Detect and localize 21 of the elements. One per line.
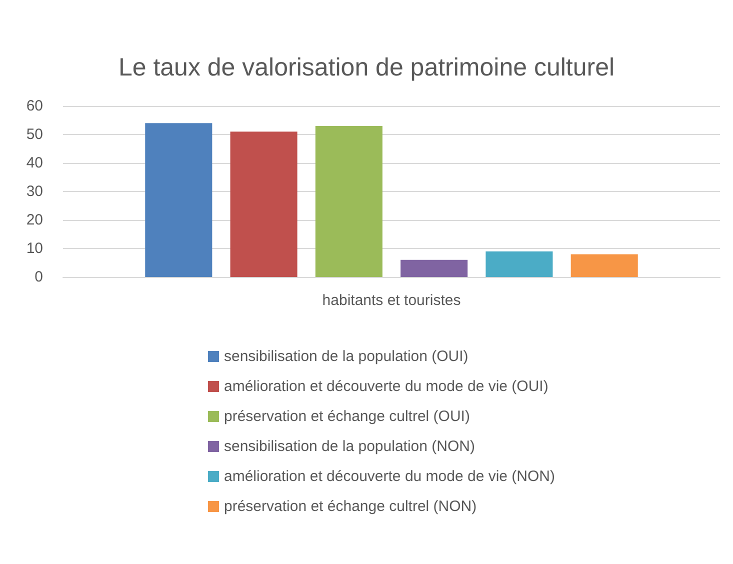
bar bbox=[230, 132, 298, 277]
y-tick-label: 50 bbox=[26, 126, 43, 143]
legend-label: amélioration et découverte du mode de vie (NON) bbox=[224, 468, 555, 485]
bar bbox=[486, 251, 553, 277]
bar bbox=[145, 123, 212, 277]
legend-label: amélioration et découverte du mode de vie (OUI) bbox=[224, 378, 548, 395]
bar bbox=[570, 254, 638, 277]
legend-label: préservation et échange cultrel (OUI) bbox=[224, 408, 470, 425]
bar bbox=[315, 126, 382, 277]
y-tick-label: 30 bbox=[26, 183, 43, 200]
legend-label: préservation et échange cultrel (NON) bbox=[224, 498, 477, 515]
y-tick-label: 0 bbox=[34, 268, 43, 286]
legend-label: sensibilisation de la population (OUI) bbox=[224, 348, 468, 365]
y-tick-label: 60 bbox=[26, 98, 43, 114]
legend-label: sensibilisation de la population (NON) bbox=[224, 438, 475, 455]
x-tick-label: habitants et touristes bbox=[322, 292, 461, 309]
bar bbox=[400, 260, 468, 277]
y-tick-label: 40 bbox=[26, 154, 43, 172]
chart-title: Le taux de valorisation de patrimoine culturel bbox=[118, 54, 615, 82]
y-tick-label: 20 bbox=[26, 212, 43, 228]
y-tick-label: 10 bbox=[26, 240, 43, 257]
